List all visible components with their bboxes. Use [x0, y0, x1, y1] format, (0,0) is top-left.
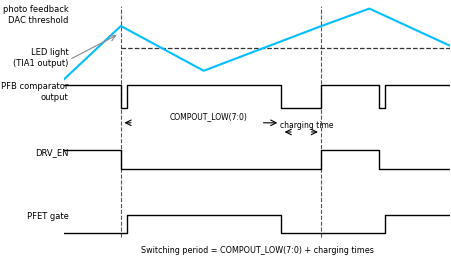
- Text: Switching period = COMPOUT_LOW(7:0) + charging times: Switching period = COMPOUT_LOW(7:0) + ch…: [141, 246, 373, 256]
- Text: PFB comparator
output: PFB comparator output: [1, 82, 69, 102]
- Text: PFET gate: PFET gate: [27, 212, 69, 221]
- Text: LED light
(TIA1 output): LED light (TIA1 output): [13, 48, 69, 68]
- Text: DRV_EN: DRV_EN: [35, 148, 69, 157]
- Text: charging time: charging time: [280, 121, 333, 130]
- Text: photo feedback
DAC threshold: photo feedback DAC threshold: [3, 5, 69, 25]
- Text: COMPOUT_LOW(7:0): COMPOUT_LOW(7:0): [169, 112, 247, 121]
